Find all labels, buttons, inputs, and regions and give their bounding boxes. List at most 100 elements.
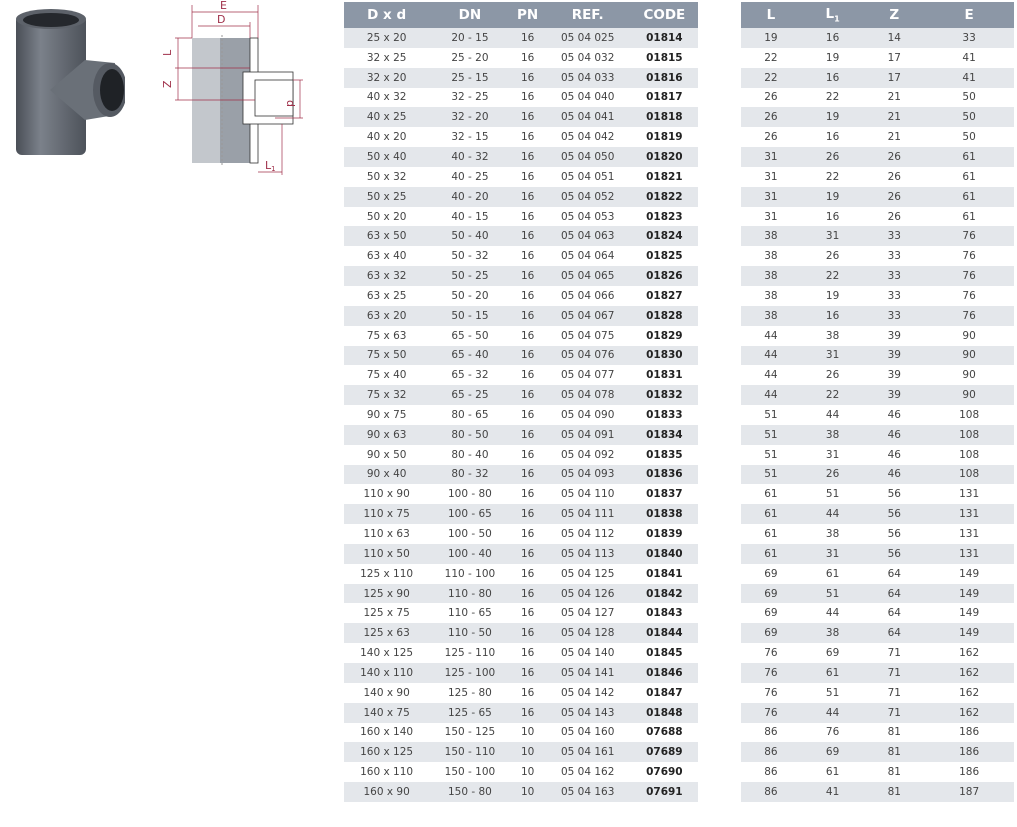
- table-cell: 26: [825, 250, 840, 263]
- table-cell: 81: [864, 782, 925, 802]
- table-cell: 16: [520, 170, 535, 183]
- table-cell: 01830: [630, 345, 698, 366]
- table-cell: 61: [800, 663, 865, 683]
- table-cell: 16: [520, 329, 535, 342]
- table-cell: 05 04 053: [560, 210, 615, 223]
- table-cell: 22: [800, 385, 865, 406]
- table-cell: 26: [800, 464, 865, 485]
- table-cell: 01843: [646, 607, 683, 620]
- table-row: 22 19 17 41: [741, 48, 1014, 68]
- table-cell: 26: [864, 147, 925, 167]
- table-row: 31 16 26 61: [741, 207, 1014, 227]
- table-cell: 140 x 110: [344, 663, 430, 683]
- table-cell: 07688: [646, 726, 683, 739]
- table-cell: 44: [741, 345, 801, 366]
- table-row: 63 x 32 50 - 25 16 05 04 065 01826: [344, 266, 698, 286]
- table-cell: 01823: [646, 210, 683, 223]
- table-cell: 125 - 110: [444, 647, 496, 660]
- table-row: 140 x 125 125 - 110 16 05 04 140 01845: [344, 643, 698, 663]
- table-cell: 31: [800, 345, 865, 366]
- table-cell: 01839: [646, 528, 683, 541]
- table-cell: 76: [825, 726, 840, 739]
- table-cell: 63 x 40: [366, 250, 407, 263]
- table-cell: 38: [764, 250, 778, 263]
- table-cell: 149: [959, 567, 980, 580]
- table-cell: 46: [864, 424, 925, 445]
- table-cell: 26: [887, 210, 901, 223]
- label-D: D: [217, 13, 225, 26]
- table-cell: 64: [887, 607, 901, 620]
- table-cell: 76: [924, 226, 1014, 247]
- table-cell: 16: [510, 305, 545, 326]
- product-table: D x d DN PN REF. CODE 25 x 20 20 - 15 16 05 04 …: [344, 2, 698, 802]
- table-row: 75 x 40 65 - 32 16 05 04 077 01831: [344, 365, 698, 385]
- table-cell: 50 x 32: [366, 170, 407, 183]
- label-d: d: [284, 100, 297, 107]
- table-cell: 71: [864, 702, 925, 723]
- table-cell: 17: [864, 67, 925, 88]
- table-row: 110 x 75 100 - 65 16 05 04 111 01838: [344, 504, 698, 525]
- table-cell: 05 04 040: [560, 91, 615, 104]
- table-cell: 125 - 100: [429, 663, 511, 683]
- table-row: 32 x 25 25 - 20 16 05 04 032 01815: [344, 48, 698, 68]
- table-cell: 110 x 75: [344, 504, 430, 525]
- table-cell: 40 - 15: [451, 210, 489, 223]
- table-cell: 90 x 75: [366, 408, 407, 421]
- table-cell: 46: [887, 448, 901, 461]
- table-cell: 50: [962, 91, 976, 104]
- table-cell: 86: [764, 766, 778, 779]
- table-cell: 26: [825, 369, 840, 382]
- table-cell: 01835: [646, 448, 683, 461]
- table-cell: 125 x 90: [344, 583, 430, 604]
- table-cell: 75 x 50: [344, 345, 430, 366]
- table-row: 110 x 90 100 - 80 16 05 04 110 01837: [344, 484, 698, 504]
- table-cell: 01815: [646, 51, 683, 64]
- table-row: 31 22 26 61: [741, 167, 1014, 187]
- table-cell: 01838: [630, 504, 698, 525]
- table-cell: 56: [887, 528, 901, 541]
- table-cell: 108: [959, 448, 980, 461]
- table-cell: 63 x 20: [344, 305, 430, 326]
- table-cell: 05 04 112: [560, 528, 615, 541]
- table-row: 90 x 63 80 - 50 16 05 04 091 01834: [344, 424, 698, 445]
- table-cell: 01844: [630, 623, 698, 644]
- table-cell: 69: [800, 742, 865, 763]
- table-cell: 32 - 20: [429, 107, 511, 128]
- table-cell: 05 04 066: [560, 289, 615, 302]
- table-cell: 41: [924, 67, 1014, 88]
- table-cell: 86: [764, 726, 778, 739]
- table-row: 86 41 81 187: [741, 782, 1014, 802]
- table-cell: 01847: [646, 686, 683, 699]
- column-header: DN: [429, 2, 511, 28]
- table-cell: 50 x 25: [344, 186, 430, 207]
- table-cell: 76: [924, 266, 1014, 286]
- table-cell: 39: [864, 345, 925, 366]
- table-cell: 16: [510, 583, 545, 604]
- table-row: 38 31 33 76: [741, 226, 1014, 247]
- table-cell: 22: [764, 51, 778, 64]
- table-row: 50 x 32 40 - 25 16 05 04 051 01821: [344, 167, 698, 187]
- table-cell: 131: [959, 528, 980, 541]
- table-cell: 16: [520, 567, 535, 580]
- table-cell: 16: [520, 488, 535, 501]
- table-cell: 05 04 125: [560, 567, 615, 580]
- table-cell: 100 - 40: [429, 543, 511, 564]
- table-row: 61 51 56 131: [741, 484, 1014, 504]
- table-cell: 131: [924, 504, 1014, 525]
- table-cell: 10: [510, 742, 545, 763]
- table-cell: 31: [800, 226, 865, 247]
- table-cell: 19: [825, 51, 840, 64]
- table-cell: 162: [959, 686, 980, 699]
- table-cell: 10: [520, 766, 535, 779]
- table-cell: 05 04 076: [544, 345, 631, 366]
- table-cell: 31: [764, 210, 778, 223]
- table-cell: 07689: [630, 742, 698, 763]
- table-cell: 90 x 40: [344, 464, 430, 485]
- table-row: 50 x 40 40 - 32 16 05 04 050 01820: [344, 147, 698, 167]
- table-cell: 16: [520, 51, 535, 64]
- table-cell: 50 - 25: [429, 266, 511, 286]
- table-cell: 51: [825, 488, 840, 501]
- table-cell: 01841: [646, 567, 683, 580]
- table-cell: 162: [924, 663, 1014, 683]
- table-cell: 81: [887, 766, 901, 779]
